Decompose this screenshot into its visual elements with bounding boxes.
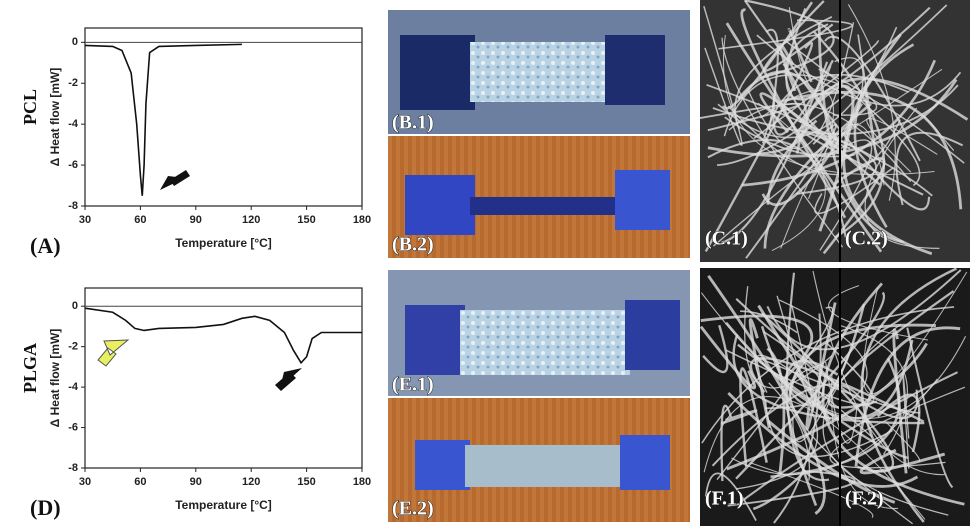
x-tick-label: 90: [190, 476, 202, 488]
x-axis-label: Temperature [°C]: [175, 236, 272, 250]
photo-label: (E.1): [392, 374, 434, 396]
x-tick-label: 120: [242, 214, 260, 226]
plot-frame: [85, 28, 362, 206]
x-axis-label: Temperature [°C]: [175, 498, 272, 512]
panel-label: (A): [30, 233, 61, 258]
y-tick-label: -2: [68, 77, 78, 89]
x-tick-label: 120: [242, 476, 260, 488]
x-tick-label: 90: [190, 214, 202, 226]
panel-label: (D): [30, 495, 61, 520]
figure: (B.1) (B.2) (E.1) (E.2) (C.1) (C.2) (F.1…: [0, 0, 970, 526]
arrow: [98, 340, 128, 366]
x-tick-label: 180: [353, 476, 371, 488]
photo-label: (B.2): [392, 234, 434, 256]
y-tick-label: -2: [68, 341, 78, 353]
x-tick-label: 150: [297, 476, 315, 488]
micrograph-label: (F.1): [705, 488, 744, 510]
row-label: PCL: [20, 89, 40, 125]
micrograph-label: (C.2): [845, 228, 888, 250]
y-tick-label: 0: [72, 36, 78, 48]
y-tick-label: -4: [68, 118, 79, 130]
plot-frame: [85, 288, 362, 468]
y-axis-label: Δ Heat flow [mW]: [48, 329, 62, 428]
micrograph-label: (C.1): [705, 228, 748, 250]
x-tick-label: 30: [79, 214, 91, 226]
y-tick-label: -8: [68, 462, 78, 474]
y-tick-label: 0: [72, 300, 78, 312]
x-tick-label: 150: [297, 214, 315, 226]
y-tick-label: -6: [68, 421, 78, 433]
arrow: [160, 170, 190, 190]
heat-flow-curve: [85, 308, 362, 363]
x-tick-label: 180: [353, 214, 371, 226]
y-axis-label: Δ Heat flow [mW]: [48, 68, 62, 167]
photo-label: (E.2): [392, 498, 434, 520]
heat-flow-curve: [85, 44, 242, 195]
x-tick-label: 60: [134, 476, 146, 488]
x-tick-label: 60: [134, 214, 146, 226]
y-tick-label: -4: [68, 381, 79, 393]
y-tick-label: -6: [68, 159, 78, 171]
y-tick-label: -8: [68, 200, 78, 212]
x-tick-label: 30: [79, 476, 91, 488]
micrograph-label: (F.2): [845, 488, 884, 510]
row-label: PLGA: [20, 343, 40, 393]
photo-label: (B.1): [392, 112, 434, 134]
micrographs: [700, 0, 970, 526]
arrow: [275, 368, 302, 391]
